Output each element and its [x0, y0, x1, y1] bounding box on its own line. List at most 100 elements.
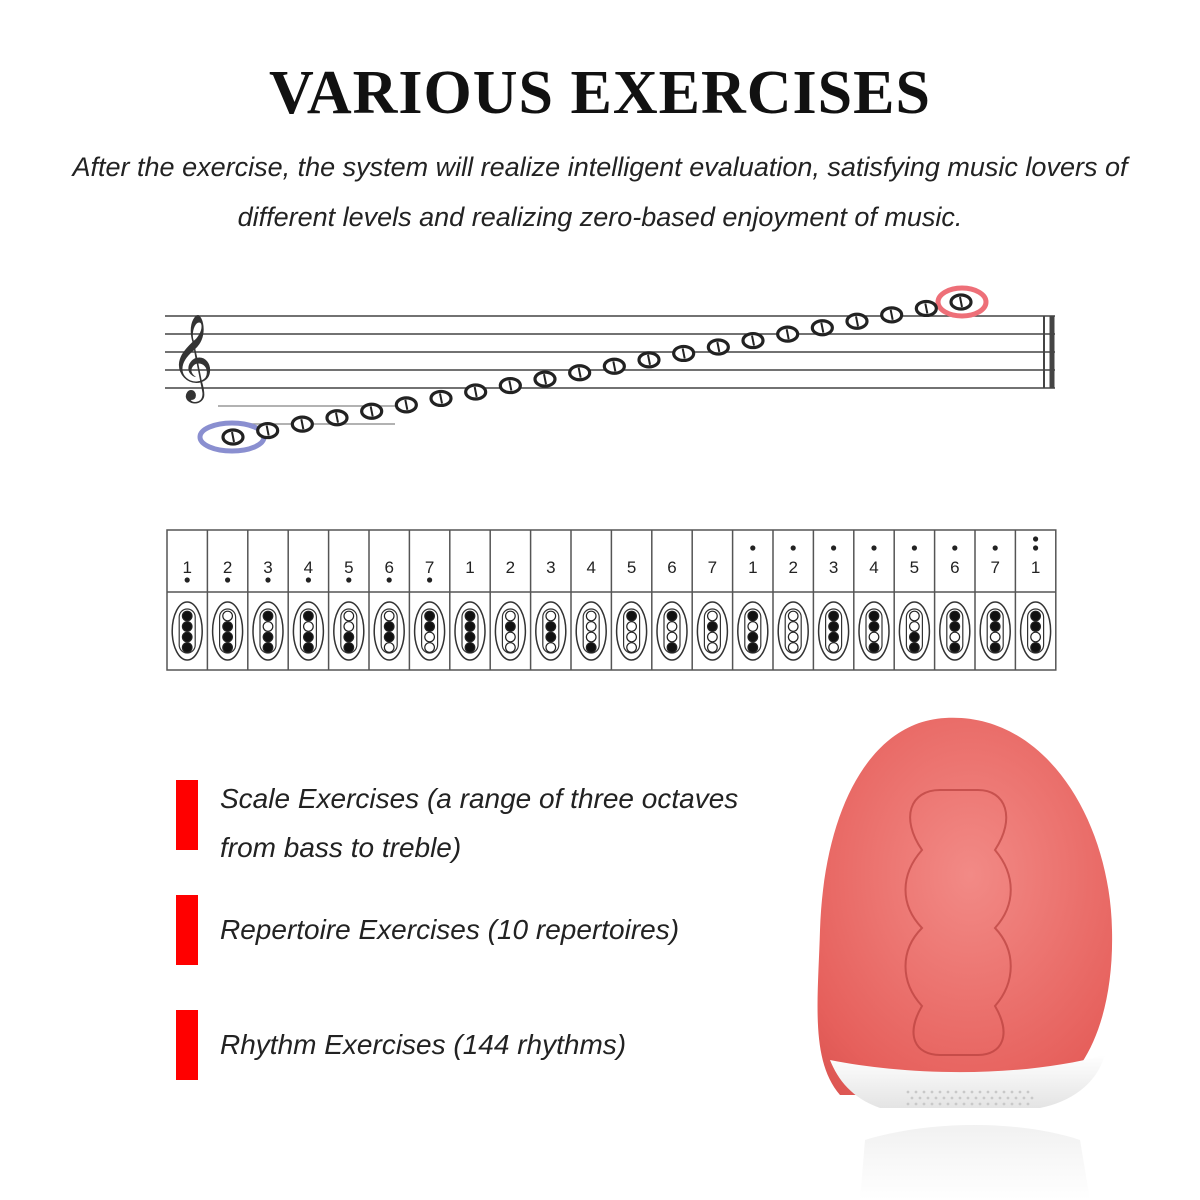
staff-lines — [165, 315, 1055, 389]
whole-note — [776, 325, 800, 343]
fingering-cell: 7 — [413, 558, 446, 661]
note-number: 7 — [708, 558, 717, 577]
finger-hole — [464, 631, 476, 643]
finger-hole-groove — [904, 789, 1012, 1056]
finger-hole — [989, 621, 1001, 632]
speaker-hole — [946, 1090, 950, 1094]
speaker-hole — [1002, 1102, 1006, 1106]
feature-bullet-bar — [176, 780, 198, 850]
finger-hole — [424, 642, 436, 653]
finger-hole — [666, 610, 678, 622]
finger-hole — [666, 642, 678, 653]
note-number: 5 — [344, 558, 353, 577]
speaker-hole — [962, 1102, 966, 1106]
whole-note — [325, 409, 349, 427]
note-number: 2 — [788, 558, 797, 577]
finger-hole — [787, 610, 799, 622]
finger-hole — [505, 610, 516, 622]
finger-hole — [464, 610, 476, 622]
finger-hole — [626, 621, 637, 632]
scale-staff: 𝄞 — [165, 285, 1055, 454]
speaker-hole — [974, 1096, 978, 1100]
speaker-hole — [918, 1096, 922, 1100]
speaker-hole — [914, 1090, 918, 1094]
note-number: 1 — [465, 558, 474, 577]
finger-hole — [949, 642, 961, 653]
finger-hole — [707, 642, 718, 653]
speaker-hole — [954, 1090, 958, 1094]
high-octave-dot — [911, 545, 918, 551]
finger-hole — [868, 621, 880, 632]
finger-hole — [1030, 631, 1041, 643]
finger-hole — [787, 631, 799, 643]
note-number: 2 — [223, 558, 232, 577]
feature-bullet-bar — [176, 1010, 198, 1080]
finger-hole — [222, 642, 234, 653]
finger-hole — [666, 631, 678, 643]
speaker-hole — [970, 1090, 974, 1094]
finger-hole — [262, 621, 274, 632]
finger-hole — [222, 631, 234, 643]
high-octave-dot — [1033, 536, 1039, 542]
fingering-cell: 7 — [979, 545, 1011, 661]
speaker-hole — [910, 1096, 914, 1100]
finger-hole — [989, 642, 1001, 653]
low-octave-dot — [386, 577, 392, 583]
whole-note — [533, 370, 557, 388]
treble-clef-icon: 𝄞 — [170, 314, 214, 404]
finger-hole — [262, 610, 274, 622]
speaker-hole — [914, 1102, 918, 1106]
speaker-hole — [906, 1090, 910, 1094]
speaker-hole — [1030, 1096, 1034, 1100]
whole-note — [845, 312, 869, 330]
finger-hole — [262, 631, 274, 643]
whole-note — [637, 351, 661, 369]
speaker-hole — [922, 1102, 926, 1106]
feature-label: Repertoire Exercises (10 repertoires) — [220, 914, 680, 945]
fingering-cell: 6 — [939, 545, 971, 661]
fingering-cell: 3 — [535, 558, 567, 661]
finger-hole — [343, 610, 355, 622]
finger-hole — [1030, 621, 1041, 632]
speaker-hole — [994, 1102, 998, 1106]
low-octave-dot — [265, 577, 271, 583]
finger-hole — [909, 642, 920, 653]
speaker-hole — [1022, 1096, 1026, 1100]
finger-hole — [828, 642, 839, 653]
finger-hole — [828, 610, 839, 622]
speaker-hole — [994, 1090, 998, 1094]
finger-hole — [424, 631, 436, 643]
whole-note — [914, 299, 938, 318]
finger-hole — [303, 642, 314, 653]
finger-hole — [303, 621, 314, 632]
whole-note — [602, 357, 626, 375]
speaker-hole — [982, 1096, 986, 1100]
whole-note — [394, 396, 418, 414]
finger-hole — [747, 642, 759, 653]
whole-note — [290, 415, 314, 433]
finger-hole — [666, 621, 678, 632]
finger-hole — [868, 610, 880, 622]
note-number: 7 — [425, 558, 434, 577]
finger-hole — [868, 631, 880, 643]
finger-hole — [505, 621, 516, 632]
speaker-hole — [1010, 1090, 1014, 1094]
fingering-cell: 5 — [333, 558, 365, 661]
speaker-hole — [922, 1090, 926, 1094]
finger-hole — [303, 610, 314, 622]
whole-note — [949, 293, 973, 311]
fingering-cell: 4 — [292, 558, 325, 661]
low-octave-dot — [427, 577, 433, 583]
finger-hole — [383, 642, 395, 653]
finger-hole — [585, 621, 597, 632]
fingering-chart: 1 2 3 4 5 6 7 1 2 3 4 5 6 7 1 2 3 4 5 6 7 1 — [166, 529, 1057, 671]
end-barline — [1043, 316, 1055, 388]
speaker-hole — [998, 1096, 1002, 1100]
finger-hole — [1030, 610, 1041, 622]
speaker-hole — [962, 1090, 966, 1094]
fingering-cell: 4 — [575, 558, 607, 661]
finger-hole — [707, 621, 718, 632]
finger-hole — [949, 631, 961, 643]
whole-note — [464, 383, 488, 401]
feature-label: Scale Exercises (a range of three octave… — [220, 783, 739, 863]
